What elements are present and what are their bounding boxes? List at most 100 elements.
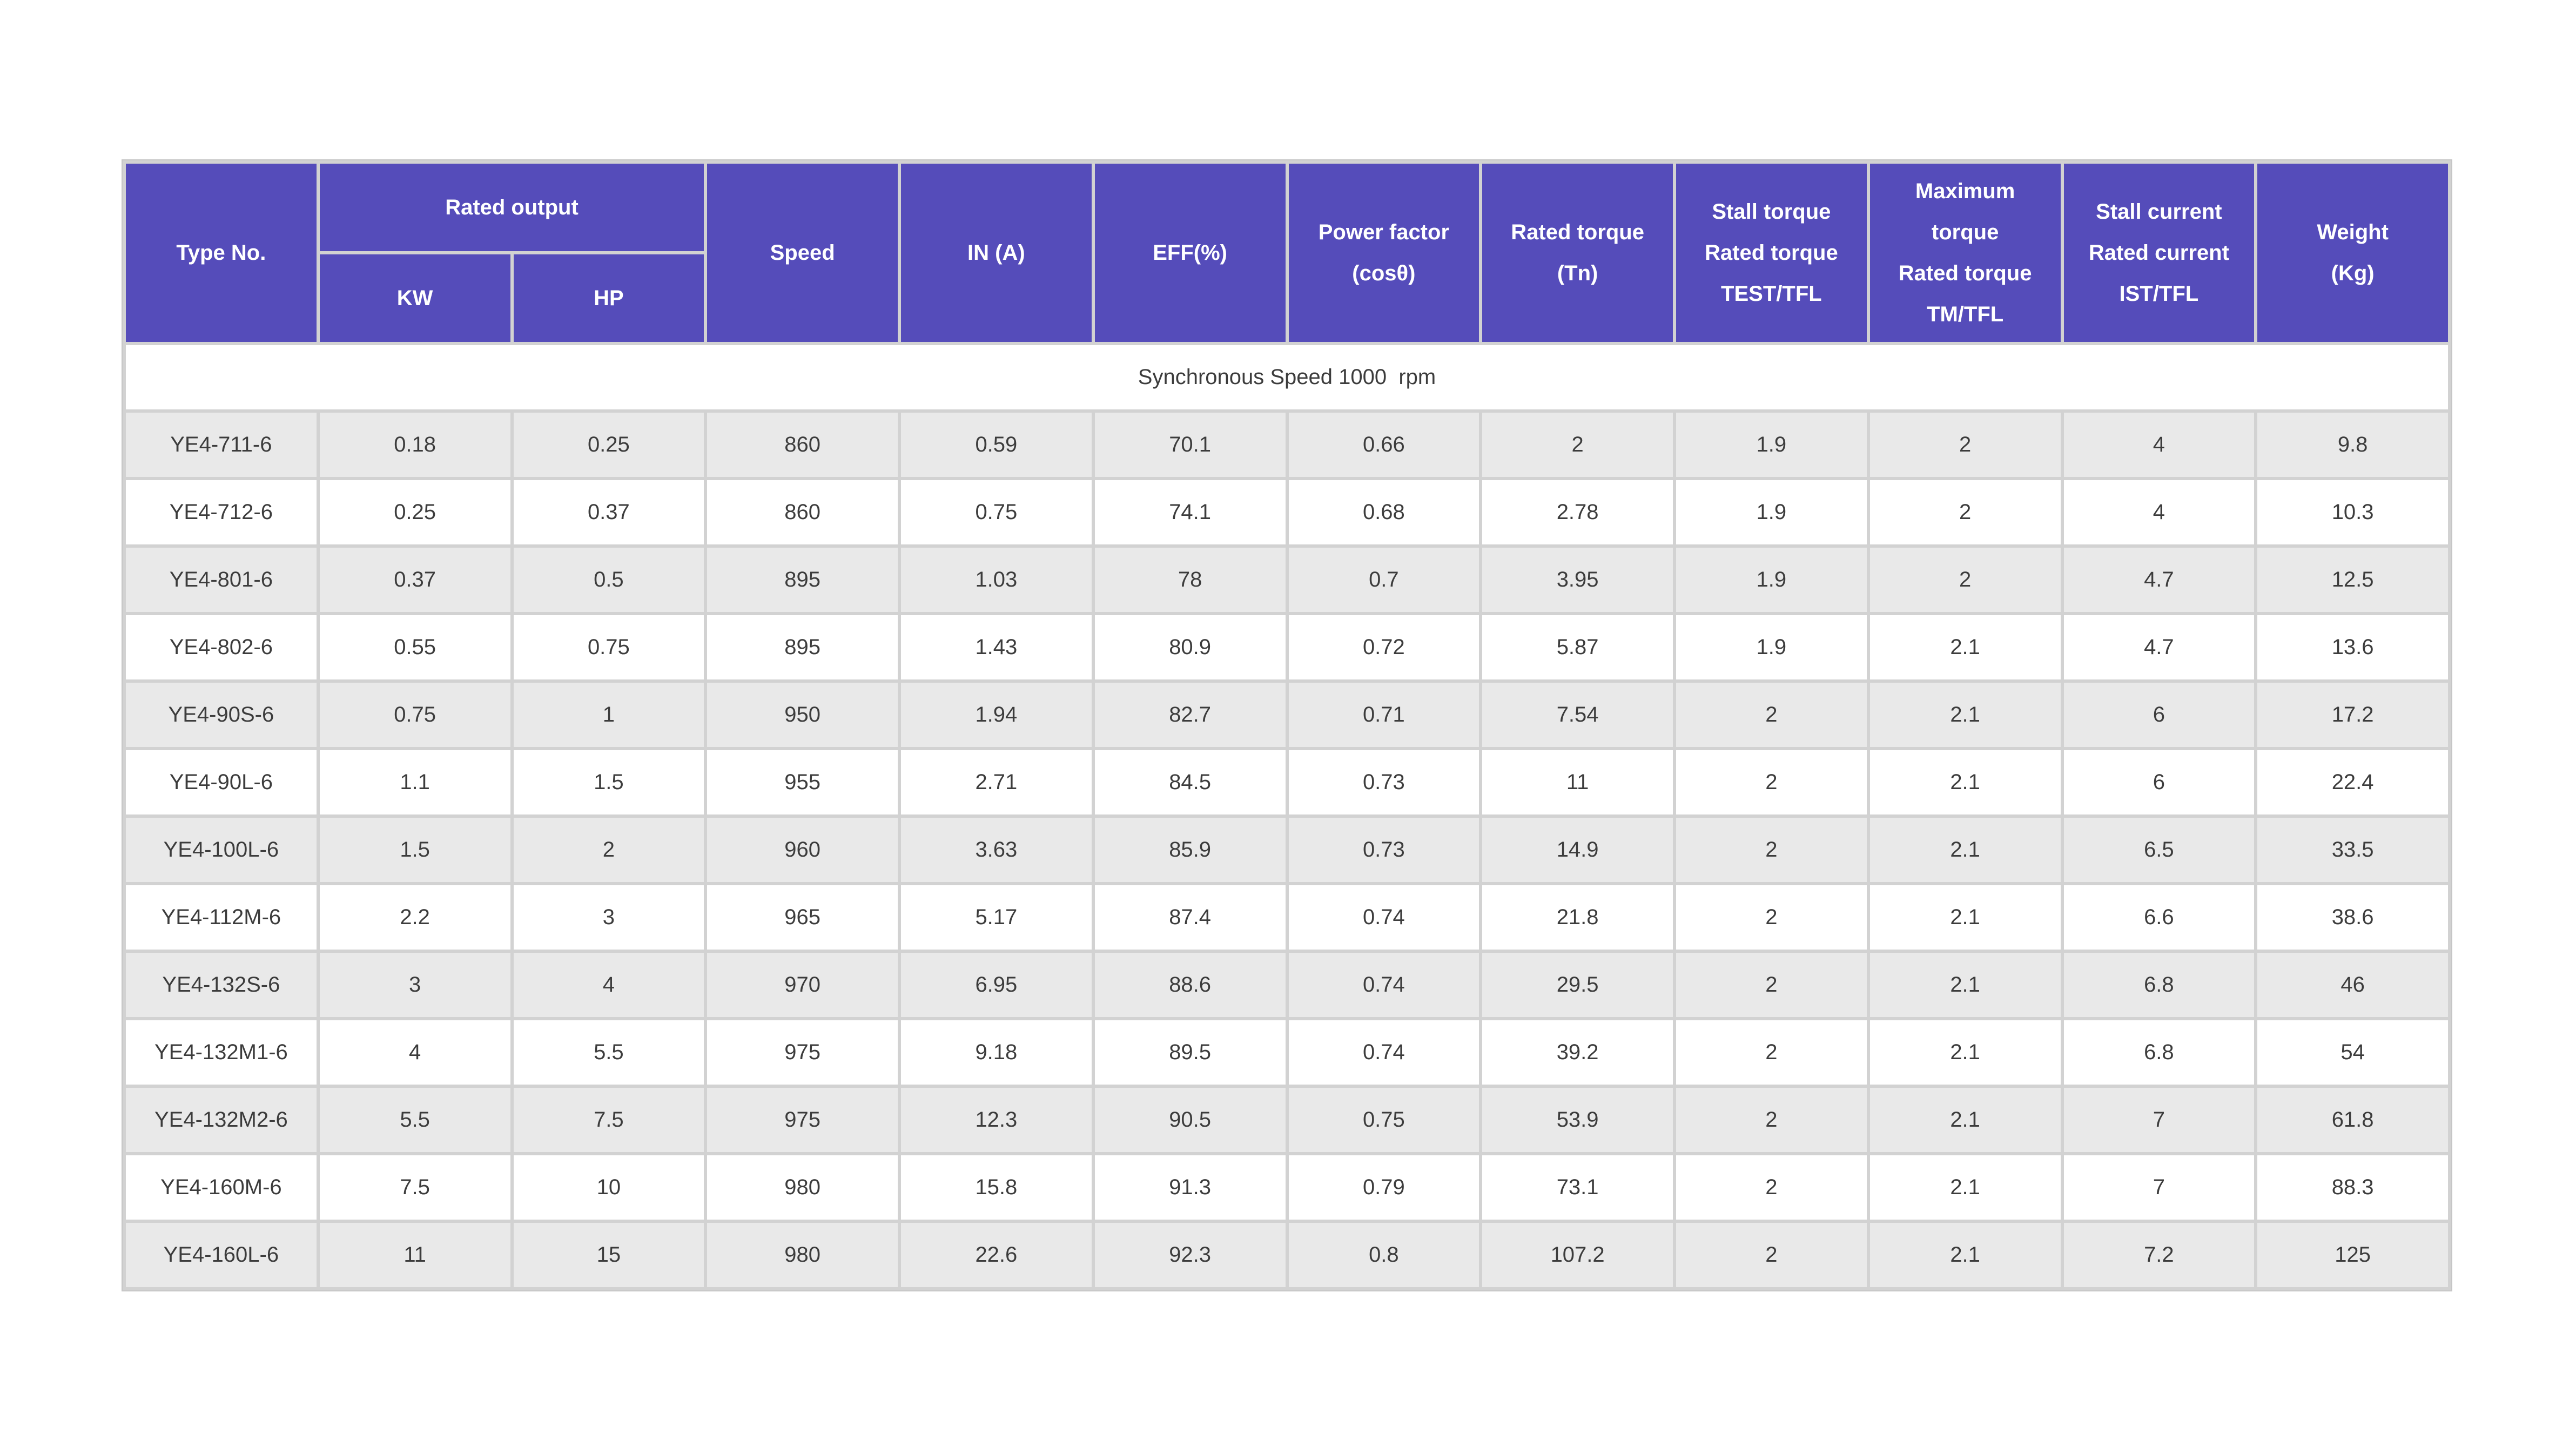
col-header-rated-torque: Rated torque (Tn) [1482,164,1673,342]
value-cell: 2 [1676,683,1867,747]
value-cell: 1.9 [1676,548,1867,612]
value-cell: 0.74 [1288,953,1479,1017]
value-cell: 6.95 [901,953,1092,1017]
value-cell: 3 [319,953,510,1017]
type-no-cell: YE4-711-6 [126,413,317,477]
value-cell: 85.9 [1094,818,1286,882]
value-cell: 70.1 [1094,413,1286,477]
table-row: YE4-112M-6 2.2 3 965 5.17 87.4 0.74 21.8 2 2.1 6.6… [126,885,2448,950]
value-cell: 46 [2257,953,2448,1017]
value-cell: 0.7 [1288,548,1479,612]
value-cell: 9.18 [901,1020,1092,1085]
value-cell: 92.3 [1094,1223,1286,1287]
value-cell: 74.1 [1094,480,1286,544]
value-cell: 2.1 [1869,885,2061,950]
value-cell: 965 [707,885,898,950]
value-cell: 0.8 [1288,1223,1479,1287]
type-no-cell: YE4-160L-6 [126,1223,317,1287]
value-cell: 1 [513,683,704,747]
value-cell: 4.7 [2063,615,2255,679]
value-cell: 0.73 [1288,750,1479,814]
value-cell: 7 [2063,1155,2255,1220]
type-no-cell: YE4-132M1-6 [126,1020,317,1085]
type-no-cell: YE4-90S-6 [126,683,317,747]
value-cell: 1.9 [1676,615,1867,679]
value-cell: 2.71 [901,750,1092,814]
value-cell: 5.17 [901,885,1092,950]
value-cell: 88.3 [2257,1155,2448,1220]
value-cell: 895 [707,548,898,612]
value-cell: 2 [1869,480,2061,544]
value-cell: 6.5 [2063,818,2255,882]
value-cell: 2 [1676,1088,1867,1152]
col-header-speed: Speed [707,164,898,342]
col-header-hp: HP [513,254,704,342]
value-cell: 10.3 [2257,480,2448,544]
value-cell: 2 [513,818,704,882]
table-row: YE4-132M2-6 5.5 7.5 975 12.3 90.5 0.75 53.9 2 2.1… [126,1088,2448,1152]
value-cell: 33.5 [2257,818,2448,882]
col-header-stall-current: Stall current Rated current IST/TFL [2063,164,2255,342]
value-cell: 2 [1482,413,1673,477]
value-cell: 1.9 [1676,480,1867,544]
value-cell: 90.5 [1094,1088,1286,1152]
section-row: Synchronous Speed 1000 rpm [126,345,2448,409]
value-cell: 0.72 [1288,615,1479,679]
value-cell: 7 [2063,1088,2255,1152]
value-cell: 14.9 [1482,818,1673,882]
col-header-type-no: Type No. [126,164,317,342]
value-cell: 960 [707,818,898,882]
value-cell: 7.5 [513,1088,704,1152]
value-cell: 2 [1676,1020,1867,1085]
value-cell: 107.2 [1482,1223,1673,1287]
value-cell: 1.5 [513,750,704,814]
value-cell: 2 [1869,413,2061,477]
value-cell: 17.2 [2257,683,2448,747]
value-cell: 0.5 [513,548,704,612]
value-cell: 975 [707,1020,898,1085]
value-cell: 0.73 [1288,818,1479,882]
table-row: YE4-802-6 0.55 0.75 895 1.43 80.9 0.72 5.87 1.9 2… [126,615,2448,679]
value-cell: 6.8 [2063,1020,2255,1085]
value-cell: 3.63 [901,818,1092,882]
table-row: YE4-90L-6 1.1 1.5 955 2.71 84.5 0.73 11 2 2.1 6 22.… [126,750,2448,814]
value-cell: 860 [707,413,898,477]
col-header-weight: Weight (Kg) [2257,164,2448,342]
type-no-cell: YE4-712-6 [126,480,317,544]
table-row: YE4-160M-6 7.5 10 980 15.8 91.3 0.79 73.1 2 2.1 7 8… [126,1155,2448,1220]
value-cell: 10 [513,1155,704,1220]
motor-spec-table: Type No. Rated output Speed IN (A) EFF(%… [122,159,2452,1291]
page: Type No. Rated output Speed IN (A) EFF(%… [122,159,2452,1291]
value-cell: 3 [513,885,704,950]
value-cell: 895 [707,615,898,679]
col-header-power-factor: Power factor (cosθ) [1288,164,1479,342]
value-cell: 2.1 [1869,750,2061,814]
value-cell: 53.9 [1482,1088,1673,1152]
type-no-cell: YE4-132S-6 [126,953,317,1017]
value-cell: 0.59 [901,413,1092,477]
value-cell: 78 [1094,548,1286,612]
value-cell: 2.1 [1869,1020,2061,1085]
value-cell: 0.55 [319,615,510,679]
table-row: YE4-160L-6 11 15 980 22.6 92.3 0.8 107.2 2 2.1 7.2… [126,1223,2448,1287]
value-cell: 1.94 [901,683,1092,747]
value-cell: 2.78 [1482,480,1673,544]
value-cell: 6.6 [2063,885,2255,950]
col-header-stall-torque: Stall torque Rated torque TEST/TFL [1676,164,1867,342]
value-cell: 2.1 [1869,1223,2061,1287]
value-cell: 860 [707,480,898,544]
value-cell: 9.8 [2257,413,2448,477]
value-cell: 2.1 [1869,1088,2061,1152]
value-cell: 39.2 [1482,1020,1673,1085]
value-cell: 2 [1676,1223,1867,1287]
value-cell: 0.37 [319,548,510,612]
value-cell: 2.2 [319,885,510,950]
value-cell: 13.6 [2257,615,2448,679]
value-cell: 950 [707,683,898,747]
table-body: Synchronous Speed 1000 rpm YE4-711-6 0.18… [126,345,2448,1287]
value-cell: 87.4 [1094,885,1286,950]
col-header-rated-output: Rated output [319,164,704,251]
value-cell: 22.4 [2257,750,2448,814]
value-cell: 4.7 [2063,548,2255,612]
value-cell: 0.75 [513,615,704,679]
